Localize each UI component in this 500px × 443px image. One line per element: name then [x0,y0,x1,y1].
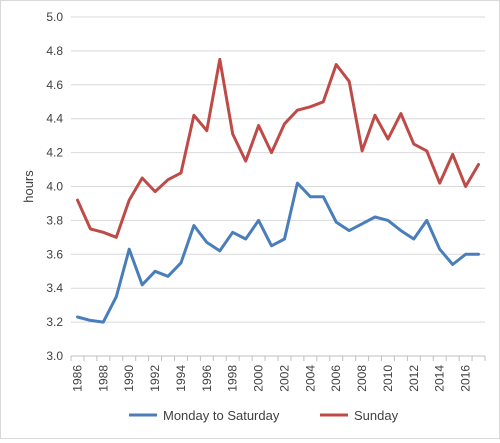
legend-label-1: Sunday [354,408,399,423]
y-tick-label: 4.6 [46,78,63,92]
y-tick-label: 3.8 [46,213,63,227]
x-tick-label: 2010 [381,365,395,392]
x-tick-label: 2008 [355,365,369,392]
series-line-0 [76,181,480,324]
x-tick-label: 2002 [277,365,291,392]
x-tick-label: 1998 [226,365,240,392]
y-tick-label: 4.0 [46,180,63,194]
y-tick-label: 3.4 [46,281,63,295]
axes: 3.0 3.2 3.4 3.6 3.8 4.0 4.2 4.4 4.6 4.8 5.0 1986 198… [21,10,486,392]
series-line-1 [76,57,480,239]
x-tick-label: 2000 [252,365,266,392]
y-axis-title: hours [21,170,36,203]
y-tick-label: 3.6 [46,247,63,261]
x-tick-label: 2004 [303,365,317,392]
y-tick-label: 4.8 [46,44,63,58]
legend-label-0: Monday to Saturday [163,408,280,423]
y-tick-label: 5.0 [46,10,63,24]
x-tick-label: 1996 [200,365,214,392]
series-lines [76,57,480,324]
x-tick-label: 2014 [433,365,447,392]
y-tick-label: 4.4 [46,112,63,126]
x-tick-label: 1986 [70,365,84,392]
x-tick-label: 2006 [329,365,343,392]
y-tick-label: 3.2 [46,315,63,329]
legend: Monday to Saturday Sunday [129,408,399,423]
y-tick-label: 3.0 [46,349,63,363]
x-tick-label: 1992 [148,365,162,392]
y-tick-label: 4.2 [46,146,63,160]
x-tick-label: 1994 [174,365,188,392]
x-tick-label: 2016 [459,365,473,392]
gridlines [71,16,485,357]
x-tick-label: 2012 [407,365,421,392]
x-tick-label: 1990 [122,365,136,392]
x-tick-label: 1988 [96,365,110,392]
